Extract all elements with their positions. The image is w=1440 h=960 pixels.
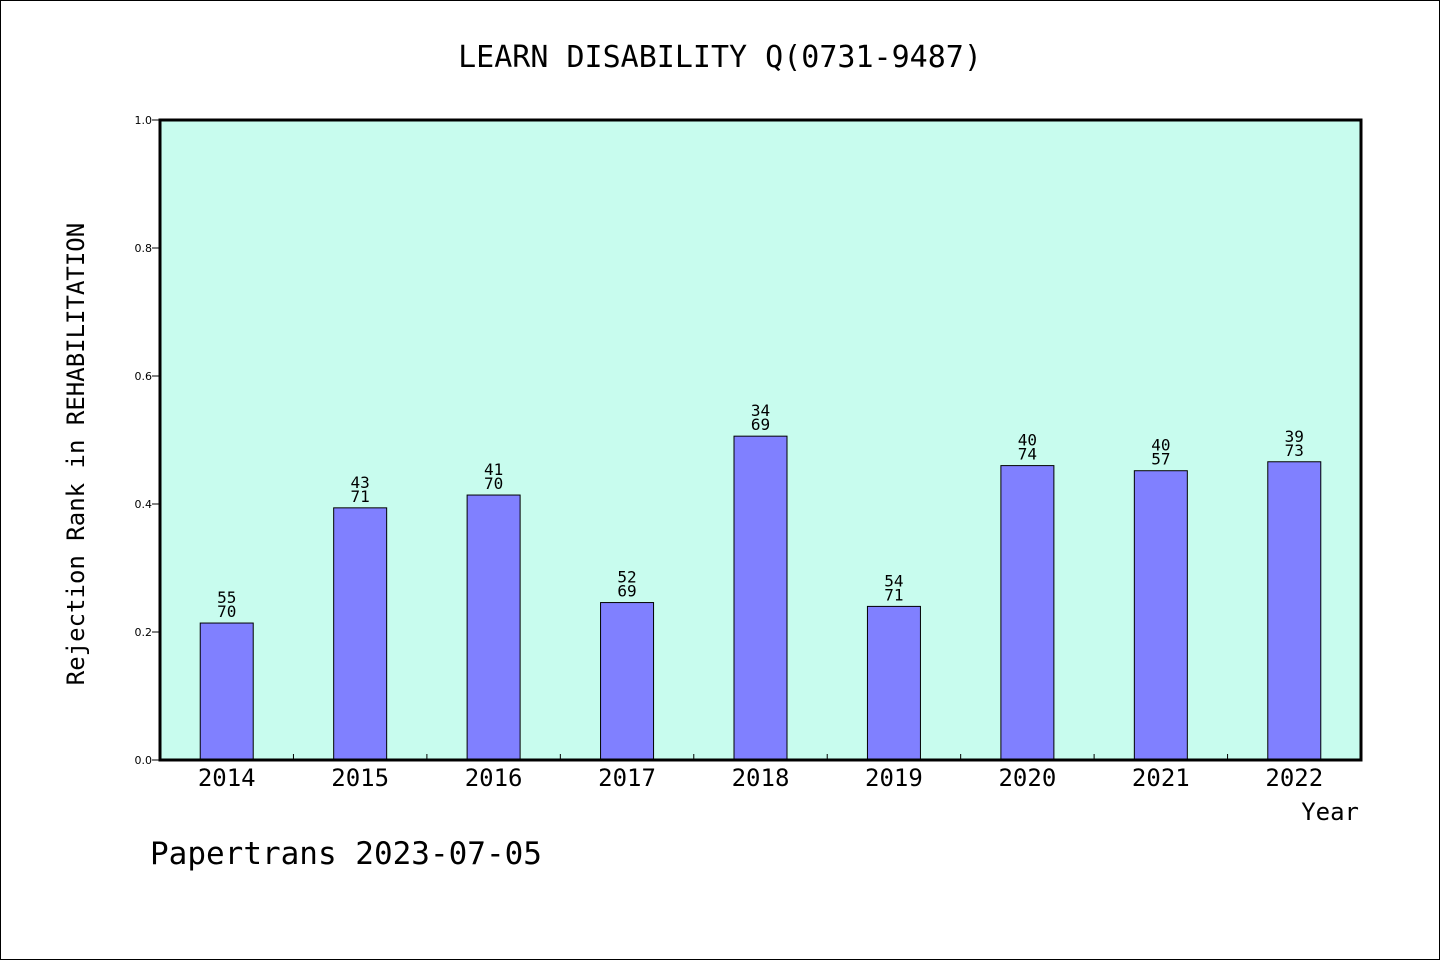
x-tick-label: 2015 bbox=[331, 764, 389, 792]
bar-rank-label: 39 bbox=[1285, 427, 1304, 446]
bar-2014 bbox=[199, 622, 254, 761]
bar-total-label: 74 bbox=[1018, 445, 1037, 464]
y-tick-label: 0.6 bbox=[135, 370, 153, 383]
x-axis: 2014 2015 2016 2017 2018 2019 2020 2021 2022 bbox=[198, 754, 1323, 792]
bar-rank-label: 41 bbox=[484, 460, 503, 479]
bar-total-label: 73 bbox=[1285, 441, 1304, 460]
bar-2017 bbox=[600, 602, 655, 761]
y-tick-label: 1.0 bbox=[135, 114, 153, 127]
bar-2021 bbox=[1133, 470, 1188, 761]
bar-rank-label: 55 bbox=[217, 588, 236, 607]
bar-2022 bbox=[1267, 461, 1322, 761]
x-tick-label: 2021 bbox=[1132, 764, 1190, 792]
bar-total-label: 71 bbox=[351, 487, 370, 506]
x-tick-label: 2019 bbox=[865, 764, 923, 792]
bar-2016 bbox=[466, 494, 521, 761]
bar-total-label: 69 bbox=[751, 415, 770, 434]
bar-2015 bbox=[333, 507, 388, 761]
bar-rank-label: 52 bbox=[617, 568, 636, 587]
bar-2020 bbox=[1000, 465, 1055, 761]
footer-credit: Papertrans 2023-07-05 bbox=[150, 836, 542, 872]
y-tick-label: 0.4 bbox=[135, 498, 153, 511]
x-tick-label: 2016 bbox=[465, 764, 523, 792]
bar-rank-label: 40 bbox=[1018, 431, 1037, 450]
x-tick-label: 2014 bbox=[198, 764, 256, 792]
bar-total-label: 57 bbox=[1151, 450, 1170, 469]
bar-2018 bbox=[733, 435, 788, 761]
x-tick-label: 2020 bbox=[998, 764, 1056, 792]
y-tick-label: 0.8 bbox=[135, 242, 153, 255]
bars bbox=[199, 435, 1322, 761]
y-axis-label: Rejection Rank in REHABILITATION bbox=[62, 223, 90, 685]
bar-total-label: 71 bbox=[884, 585, 903, 604]
x-axis-label: Year bbox=[1301, 798, 1359, 826]
bar-total-label: 70 bbox=[484, 474, 503, 493]
y-axis: 0.0 0.2 0.4 0.6 0.8 1.0 bbox=[135, 114, 160, 767]
bar-total-label: 70 bbox=[217, 602, 236, 621]
y-tick-label: 0.2 bbox=[135, 626, 153, 639]
bar-rank-label: 43 bbox=[351, 473, 370, 492]
plot-border bbox=[158, 118, 1363, 762]
x-tick-label: 2022 bbox=[1265, 764, 1323, 792]
bar-rank-label: 34 bbox=[751, 401, 770, 420]
bar-total-label: 69 bbox=[617, 582, 636, 601]
x-tick-label: 2017 bbox=[598, 764, 656, 792]
y-tick-label: 0.0 bbox=[135, 754, 153, 767]
bar-rank-label: 40 bbox=[1151, 436, 1170, 455]
bar-rank-label: 54 bbox=[884, 571, 903, 590]
chart-title: LEARN DISABILITY Q(0731-9487) bbox=[458, 40, 982, 75]
x-tick-label: 2018 bbox=[732, 764, 790, 792]
bar-2019 bbox=[866, 605, 921, 761]
